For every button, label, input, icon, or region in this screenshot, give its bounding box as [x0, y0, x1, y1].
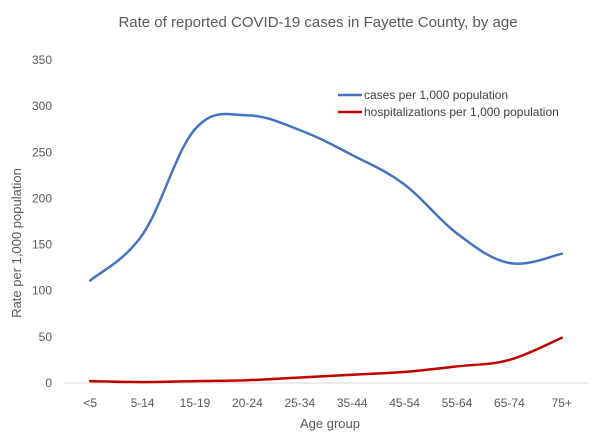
x-tick-label: 75+	[552, 396, 572, 410]
x-tick-label: 15-19	[180, 396, 211, 410]
x-tick-label: <5	[83, 396, 97, 410]
x-tick-label: 35-44	[337, 396, 368, 410]
series-line-1	[88, 336, 564, 384]
x-tick-label: 45-54	[389, 396, 420, 410]
x-tick-label: 65-74	[494, 396, 525, 410]
series-line-0	[88, 112, 564, 282]
y-tick-label: 150	[32, 238, 52, 252]
legend: cases per 1,000 population hospitalizatio…	[338, 88, 559, 119]
x-tick-label: 5-14	[131, 396, 155, 410]
y-tick-label: 0	[45, 376, 52, 390]
x-tick-label: 55-64	[442, 396, 473, 410]
legend-label: cases per 1,000 population	[364, 88, 508, 102]
y-tick-label: 200	[32, 191, 52, 205]
y-tick-label: 50	[39, 330, 53, 344]
x-axis-tick-labels: <5 5-14 15-19 20-24 25-34 35-44 45-54 55-64 65-7…	[83, 396, 572, 410]
y-tick-label: 100	[32, 284, 52, 298]
chart-title: Rate of reported COVID-19 cases in Fayet…	[118, 14, 517, 31]
y-tick-label: 350	[32, 53, 52, 67]
y-axis-tick-labels: 0 50 100 150 200 250 300 350	[32, 53, 52, 390]
y-axis-title: Rate per 1,000 population	[9, 168, 24, 318]
y-tick-label: 250	[32, 145, 52, 159]
y-tick-label: 300	[32, 99, 52, 113]
series-layer	[88, 112, 564, 384]
x-tick-label: 20-24	[232, 396, 263, 410]
x-tick-label: 25-34	[284, 396, 315, 410]
legend-label: hospitalizations per 1,000 population	[364, 105, 559, 119]
x-axis-title: Age group	[300, 416, 360, 431]
